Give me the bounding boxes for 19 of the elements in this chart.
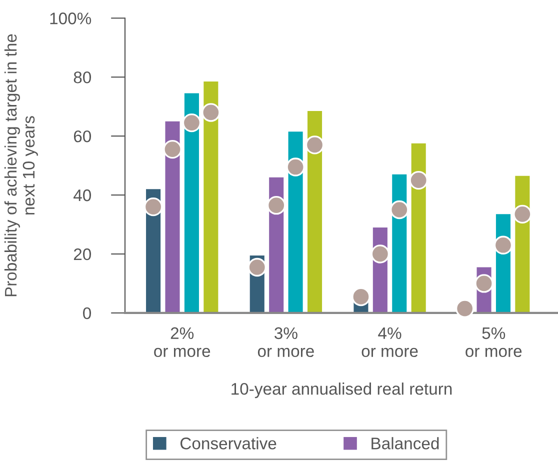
x-tick-label: 5% or more xyxy=(466,327,522,358)
x-tick-label: 4% or more xyxy=(362,327,418,358)
x-tick-label: 3% or more xyxy=(258,327,314,358)
bar xyxy=(204,82,218,313)
bar xyxy=(288,132,303,313)
y-tick-label: 60 xyxy=(74,130,92,142)
y-tick-label: 40 xyxy=(74,189,92,202)
y-tick-label: 20 xyxy=(74,248,92,260)
bar xyxy=(184,93,199,313)
bar xyxy=(165,121,180,313)
x-axis-title: 10-year annualised real return xyxy=(232,382,452,398)
bar xyxy=(307,111,322,313)
y-tick-label: 0 xyxy=(83,307,92,320)
x-tick-label: 2% or more xyxy=(154,327,210,358)
y-axis-title: Probability of achieving target in the next 10 years xyxy=(4,34,38,296)
y-tick-label: 100% xyxy=(50,12,92,24)
y-tick-label: 80 xyxy=(74,72,92,84)
legend-label: Balanced xyxy=(372,437,439,450)
legend-label: Conservative xyxy=(180,437,276,450)
